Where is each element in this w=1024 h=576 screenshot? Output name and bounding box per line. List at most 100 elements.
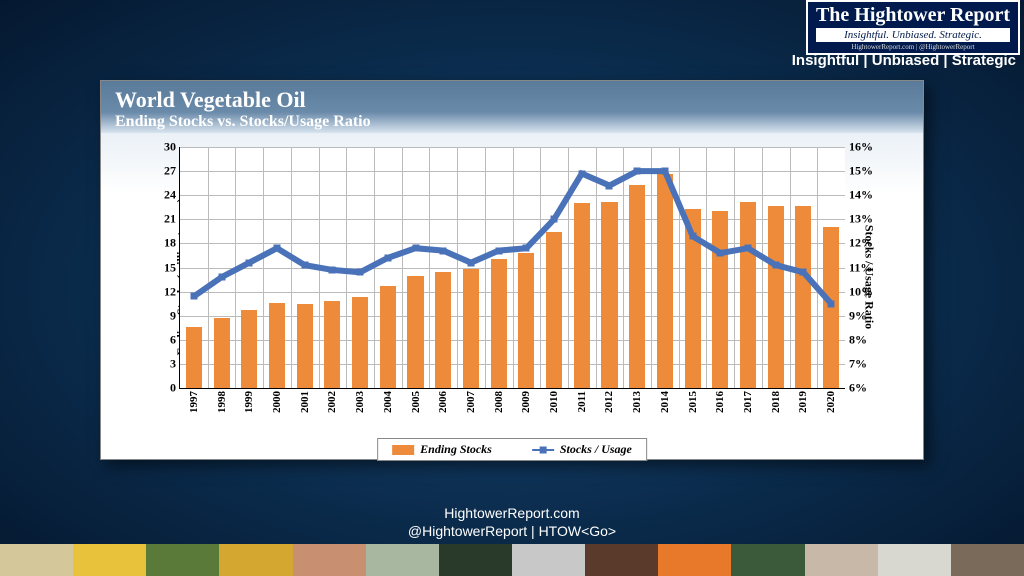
y-right-tick: 15% bbox=[845, 164, 873, 179]
x-tick: 2001 bbox=[299, 388, 311, 413]
y-right-tick: 7% bbox=[845, 356, 867, 371]
line-marker bbox=[772, 262, 779, 269]
footer-thumb bbox=[951, 544, 1024, 576]
footer-line1: HightowerReport.com bbox=[0, 505, 1024, 523]
y-left-tick: 0 bbox=[170, 381, 180, 396]
x-tick: 2003 bbox=[354, 388, 366, 413]
footer-thumb bbox=[512, 544, 585, 576]
y-right-tick: 10% bbox=[845, 284, 873, 299]
x-tick: 2010 bbox=[548, 388, 560, 413]
x-tick: 2013 bbox=[631, 388, 643, 413]
line-marker bbox=[634, 168, 641, 175]
footer-thumb bbox=[73, 544, 146, 576]
brand-sublink: HightowerReport.com | @HightowerReport bbox=[816, 43, 1010, 51]
chart-panel: World Vegetable Oil Ending Stocks vs. St… bbox=[100, 80, 924, 460]
plot-area: Ending Stocks (million tonnes) Stocks / … bbox=[155, 147, 869, 407]
brand-badge: The Hightower Report Insightful. Unbiase… bbox=[806, 0, 1020, 55]
footer-line2: @HightowerReport | HTOW<Go> bbox=[0, 523, 1024, 541]
line-marker bbox=[551, 216, 558, 223]
x-tick: 2007 bbox=[465, 388, 477, 413]
line-marker bbox=[218, 274, 225, 281]
footer-thumb bbox=[878, 544, 951, 576]
y-left-tick: 9 bbox=[170, 308, 180, 323]
footer-thumb bbox=[585, 544, 658, 576]
y-right-tick: 13% bbox=[845, 212, 873, 227]
x-tick: 2008 bbox=[493, 388, 505, 413]
chart-title-line1: World Vegetable Oil bbox=[115, 87, 909, 113]
footer-text: HightowerReport.com @HightowerReport | H… bbox=[0, 505, 1024, 540]
footer-thumb bbox=[219, 544, 292, 576]
line-marker bbox=[745, 245, 752, 252]
footer-thumb bbox=[731, 544, 804, 576]
y-right-tick: 16% bbox=[845, 140, 873, 155]
x-tick: 1998 bbox=[216, 388, 228, 413]
x-tick: 2000 bbox=[271, 388, 283, 413]
legend: Ending Stocks Stocks / Usage bbox=[377, 438, 647, 461]
y-left-tick: 27 bbox=[164, 164, 180, 179]
x-tick: 2002 bbox=[326, 388, 338, 413]
line-marker bbox=[384, 254, 391, 261]
footer-thumb bbox=[146, 544, 219, 576]
x-tick: 2004 bbox=[382, 388, 394, 413]
y-left-tick: 21 bbox=[164, 212, 180, 227]
brand-tagline: Insightful. Unbiased. Strategic. bbox=[816, 28, 1010, 42]
line-marker bbox=[689, 233, 696, 240]
legend-bars: Ending Stocks bbox=[392, 442, 492, 457]
y-left-tick: 15 bbox=[164, 260, 180, 275]
line-marker bbox=[440, 247, 447, 254]
y-right-tick: 6% bbox=[845, 381, 867, 396]
y-left-tick: 12 bbox=[164, 284, 180, 299]
line-marker bbox=[329, 266, 336, 273]
line-marker bbox=[273, 245, 280, 252]
x-tick: 2018 bbox=[770, 388, 782, 413]
x-tick: 2012 bbox=[603, 388, 615, 413]
y-left-tick: 3 bbox=[170, 356, 180, 371]
line-marker bbox=[717, 250, 724, 257]
line-marker bbox=[578, 170, 585, 177]
x-tick: 2017 bbox=[742, 388, 754, 413]
footer-image-strip bbox=[0, 544, 1024, 576]
y-right-tick: 9% bbox=[845, 308, 867, 323]
x-tick: 2016 bbox=[714, 388, 726, 413]
x-tick: 2009 bbox=[520, 388, 532, 413]
footer-thumb bbox=[366, 544, 439, 576]
line-marker bbox=[357, 269, 364, 276]
x-tick: 2015 bbox=[687, 388, 699, 413]
x-tick: 2020 bbox=[825, 388, 837, 413]
line-marker bbox=[828, 300, 835, 307]
y-right-tick: 12% bbox=[845, 236, 873, 251]
line-marker bbox=[190, 293, 197, 300]
chart-title: World Vegetable Oil Ending Stocks vs. St… bbox=[101, 81, 923, 133]
line-marker bbox=[523, 245, 530, 252]
footer-thumb bbox=[805, 544, 878, 576]
footer-thumb bbox=[439, 544, 512, 576]
x-tick: 1997 bbox=[188, 388, 200, 413]
x-tick: 2014 bbox=[659, 388, 671, 413]
line-marker bbox=[661, 168, 668, 175]
y-left-tick: 18 bbox=[164, 236, 180, 251]
x-tick: 2005 bbox=[410, 388, 422, 413]
footer-thumb bbox=[658, 544, 731, 576]
y-left-tick: 6 bbox=[170, 332, 180, 347]
x-tick: 2011 bbox=[576, 388, 588, 412]
y-left-tick: 24 bbox=[164, 188, 180, 203]
chart-title-line2: Ending Stocks vs. Stocks/Usage Ratio bbox=[115, 113, 909, 131]
legend-line: Stocks / Usage bbox=[532, 442, 632, 457]
line-marker bbox=[301, 262, 308, 269]
line-marker bbox=[246, 259, 253, 266]
y-right-tick: 8% bbox=[845, 332, 867, 347]
x-tick: 1999 bbox=[243, 388, 255, 413]
y-right-tick: 14% bbox=[845, 188, 873, 203]
line-marker bbox=[800, 269, 807, 276]
x-tick: 2019 bbox=[797, 388, 809, 413]
footer-thumb bbox=[293, 544, 366, 576]
line-marker bbox=[606, 182, 613, 189]
line-marker bbox=[495, 247, 502, 254]
line-marker bbox=[467, 259, 474, 266]
footer-thumb bbox=[0, 544, 73, 576]
x-tick: 2006 bbox=[437, 388, 449, 413]
brand-title: The Hightower Report bbox=[816, 4, 1010, 27]
y-right-tick: 11% bbox=[845, 260, 872, 275]
line-marker bbox=[412, 245, 419, 252]
brand-subheader: Insightful | Unbiased | Strategic bbox=[792, 52, 1016, 69]
